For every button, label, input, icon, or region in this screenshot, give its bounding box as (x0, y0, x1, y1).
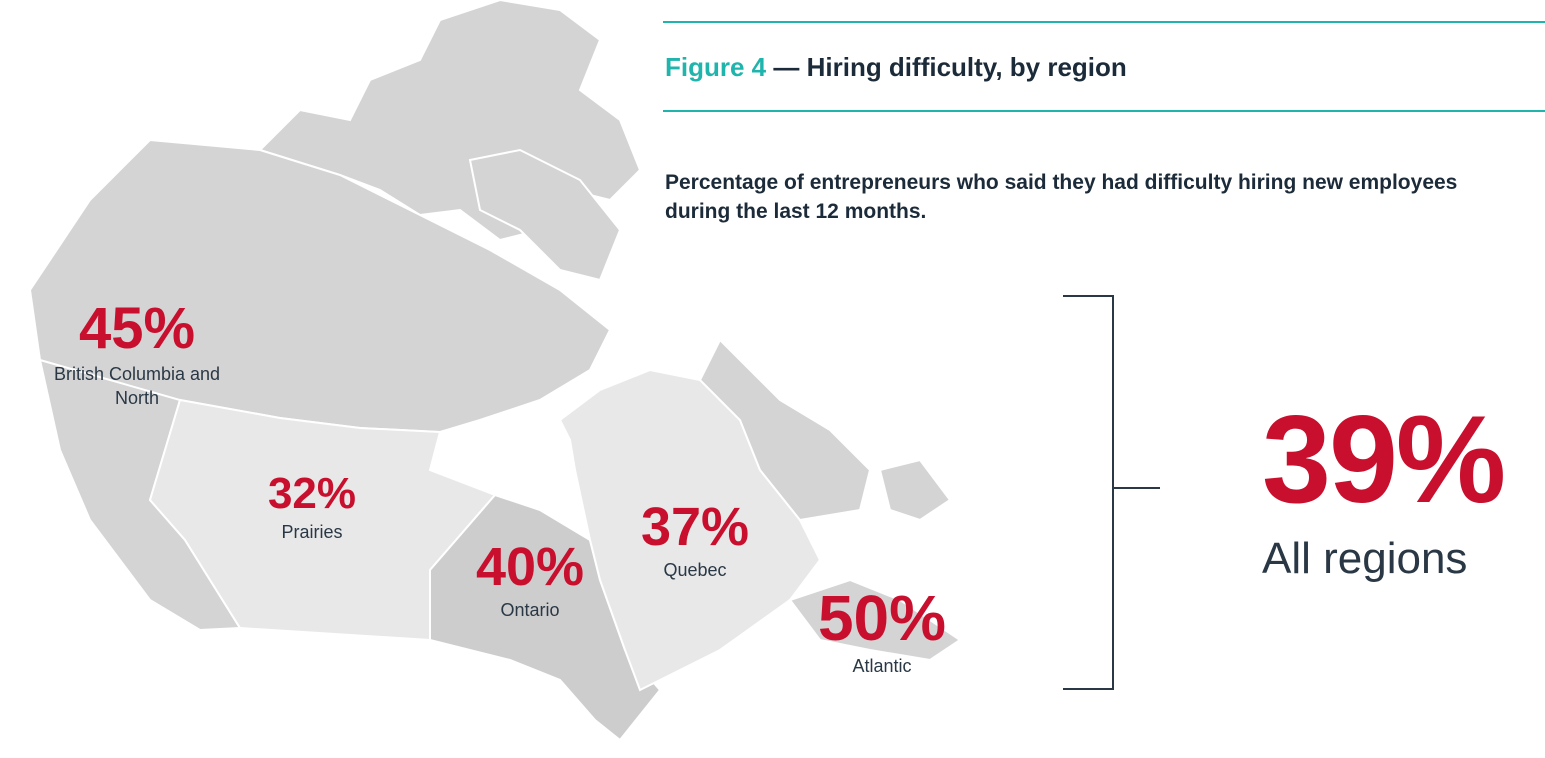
provinces (28, 0, 962, 742)
region-name: Atlantic (852, 656, 912, 676)
region: 37% Quebec (615, 500, 775, 582)
figure-heading: — Hiring difficulty, by region (773, 52, 1127, 82)
subtitle: Percentage of entrepreneurs who said the… (665, 171, 1458, 223)
canada-map (28, 0, 962, 742)
region-value: 50% (817, 582, 947, 654)
region-value: 45% (78, 296, 196, 361)
region-name: Ontario (500, 600, 560, 620)
region: 32% Prairies (232, 472, 392, 544)
overall: 39% All regions (1262, 391, 1506, 584)
bracket (1112, 295, 1114, 690)
region: 40% Ontario (450, 540, 610, 622)
region: 45% British Columbia and North (37, 300, 237, 410)
labrador (698, 338, 872, 522)
bottom-rule (663, 110, 1545, 112)
region-name: Quebec (663, 560, 727, 580)
region: 50% Atlantic (802, 586, 962, 678)
figure-label: Figure 4 (665, 52, 767, 82)
overall-value: 39% (1262, 391, 1506, 529)
figure-title: Figure 4 — Hiring difficulty, by region (665, 52, 1127, 83)
region-name: Prairies (281, 522, 343, 542)
bracket-tick (1113, 487, 1160, 489)
overall-name: All regions (1262, 534, 1468, 583)
maritimes (788, 578, 962, 662)
bracket-top (1063, 295, 1113, 297)
region-value: 37% (640, 497, 750, 557)
region-name: British Columbia and North (53, 364, 221, 408)
newfoundland (878, 458, 952, 522)
region-value: 32% (267, 469, 357, 518)
top-rule (663, 21, 1545, 23)
bracket-bottom (1063, 688, 1113, 690)
region-value: 40% (475, 537, 585, 597)
arctic-island (468, 148, 622, 282)
